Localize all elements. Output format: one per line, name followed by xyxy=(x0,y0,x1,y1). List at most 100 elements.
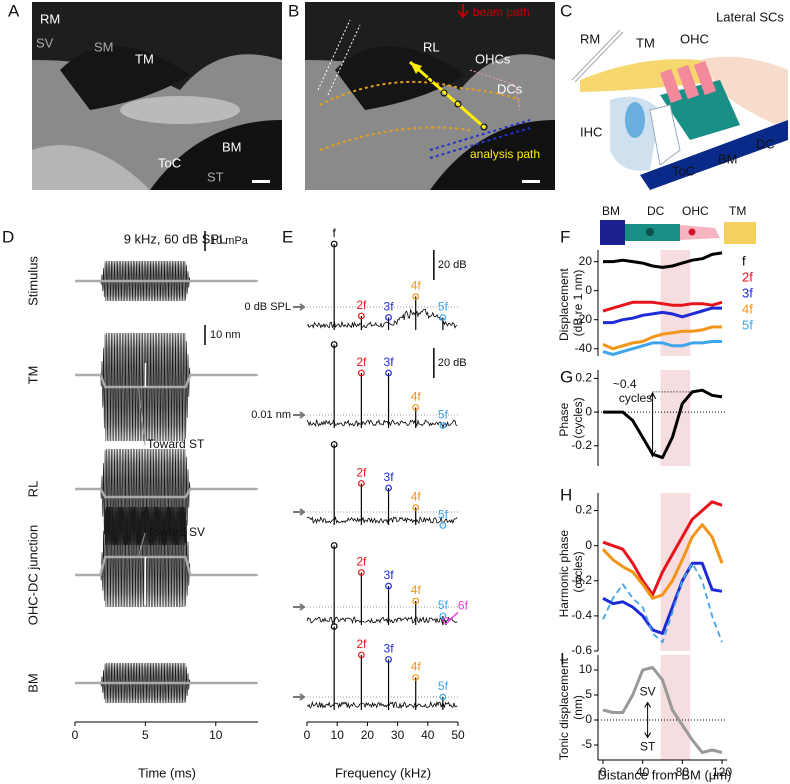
row-label: OHC-DC junction xyxy=(25,525,40,625)
schematic-label: OHC xyxy=(680,31,709,46)
peak-marker xyxy=(330,441,338,448)
tm-block xyxy=(724,222,756,244)
noise-floor xyxy=(306,700,458,710)
analysis-path xyxy=(409,60,486,130)
image-label: TM xyxy=(135,51,154,66)
point xyxy=(426,76,434,84)
peak-label: 4f xyxy=(411,490,422,504)
peak-marker xyxy=(330,240,338,248)
x-axis-label: Time (ms) xyxy=(138,765,196,780)
x-tick-label: 30 xyxy=(391,728,405,742)
peak-label: 4f xyxy=(411,583,422,597)
bm-shape xyxy=(640,120,788,190)
scale-bar xyxy=(252,180,270,183)
peak-marker xyxy=(412,597,420,605)
x-tick-label: 10 xyxy=(331,728,345,742)
peak-label: 3f xyxy=(384,355,395,369)
peak-marker xyxy=(357,569,365,576)
reference-arrow xyxy=(293,603,306,611)
peak-marker xyxy=(412,504,420,511)
reference-label: 0.01 nm xyxy=(251,409,291,421)
legend-label: f xyxy=(742,253,746,268)
ihc-shape xyxy=(625,102,645,138)
peak-label: 5f xyxy=(438,679,449,693)
y-axis-label: Tonic displacement (nm) xyxy=(557,655,585,760)
peak-marker xyxy=(330,341,338,348)
x-tick-label: 40 xyxy=(636,765,650,779)
image-label: analysis path xyxy=(470,147,540,161)
panel-label: E xyxy=(282,227,293,246)
peak-marker xyxy=(439,422,447,429)
legend-label: 2f xyxy=(742,269,753,284)
peak-label: 4f xyxy=(411,279,422,293)
y-tick-label: 20 xyxy=(579,254,593,268)
peak-label: 2f xyxy=(356,298,367,312)
annotation: Toward ST xyxy=(147,437,205,451)
image-label: SV xyxy=(36,35,54,50)
series-line xyxy=(602,325,722,351)
peak-marker xyxy=(439,522,447,529)
series-line xyxy=(602,666,723,754)
annotation: Toward SV xyxy=(147,525,205,539)
panel-label: I xyxy=(560,649,565,668)
annotation-arrow xyxy=(649,391,657,458)
scale-bar-label: 20 dB xyxy=(438,357,467,369)
peak-label: 3f xyxy=(384,568,395,582)
outline xyxy=(319,126,471,151)
y-tick-label: 10 xyxy=(579,662,593,676)
panel-f-schematic: BM DC OHC TM xyxy=(600,204,756,245)
peak-marker xyxy=(412,293,420,300)
point xyxy=(454,100,462,108)
peak-marker xyxy=(439,612,447,620)
reference-arrow xyxy=(293,508,306,516)
peak-marker xyxy=(357,480,365,487)
annotation: ST xyxy=(640,740,656,754)
ohc-block xyxy=(680,225,720,240)
y-tick-label: 0 xyxy=(585,712,592,726)
rm-line xyxy=(571,29,621,81)
panel-label: F xyxy=(560,227,570,246)
peak-marker xyxy=(412,674,420,681)
scale-bar xyxy=(522,180,540,183)
y-tick-label: 0.2 xyxy=(575,503,592,517)
panel-label: D xyxy=(2,227,14,246)
y-tick-label: -0.4 xyxy=(571,608,592,622)
tm-shape xyxy=(580,59,714,92)
point xyxy=(480,123,488,131)
series-line xyxy=(603,306,722,325)
series-line xyxy=(602,500,723,597)
reference-arrow xyxy=(293,303,306,311)
series-line xyxy=(603,388,723,460)
schematic-label: BM xyxy=(602,204,620,218)
annotation-line xyxy=(137,532,146,558)
peak-marker xyxy=(385,582,392,590)
peak-marker xyxy=(330,623,338,630)
x-tick-label: 0 xyxy=(304,728,311,742)
scale-bar-label: 20 dB xyxy=(438,259,467,271)
dark-region xyxy=(60,46,190,110)
dark-region xyxy=(430,120,555,190)
peak-marker xyxy=(357,651,365,659)
image-label: SM xyxy=(94,39,114,54)
x-tick-label: 5 xyxy=(142,728,149,742)
annotation-line xyxy=(137,386,146,446)
peak-label: 2f xyxy=(356,555,367,569)
panel-label: A xyxy=(8,1,20,20)
peak-label: 3f xyxy=(384,300,395,314)
y-tick-label: 0.2 xyxy=(575,371,592,385)
schematic-label: IHC xyxy=(580,124,602,139)
x-axis-label: Frequency (kHz) xyxy=(335,765,431,780)
legend-label: 4f xyxy=(742,301,753,316)
tonic-line xyxy=(75,487,258,499)
beam-arrow xyxy=(457,4,469,19)
schematic-label: OHC xyxy=(682,204,709,218)
panel-label: G xyxy=(560,367,573,386)
scale-bar-label: 10 nm xyxy=(210,329,241,341)
panel-label: C xyxy=(560,1,572,20)
x-tick-label: 120 xyxy=(712,765,732,779)
x-tick-label: 0 xyxy=(600,765,607,779)
series-line xyxy=(601,523,724,600)
peak-marker xyxy=(357,312,365,320)
row-label: TM xyxy=(25,366,40,385)
schematic-label: RM xyxy=(580,31,600,46)
